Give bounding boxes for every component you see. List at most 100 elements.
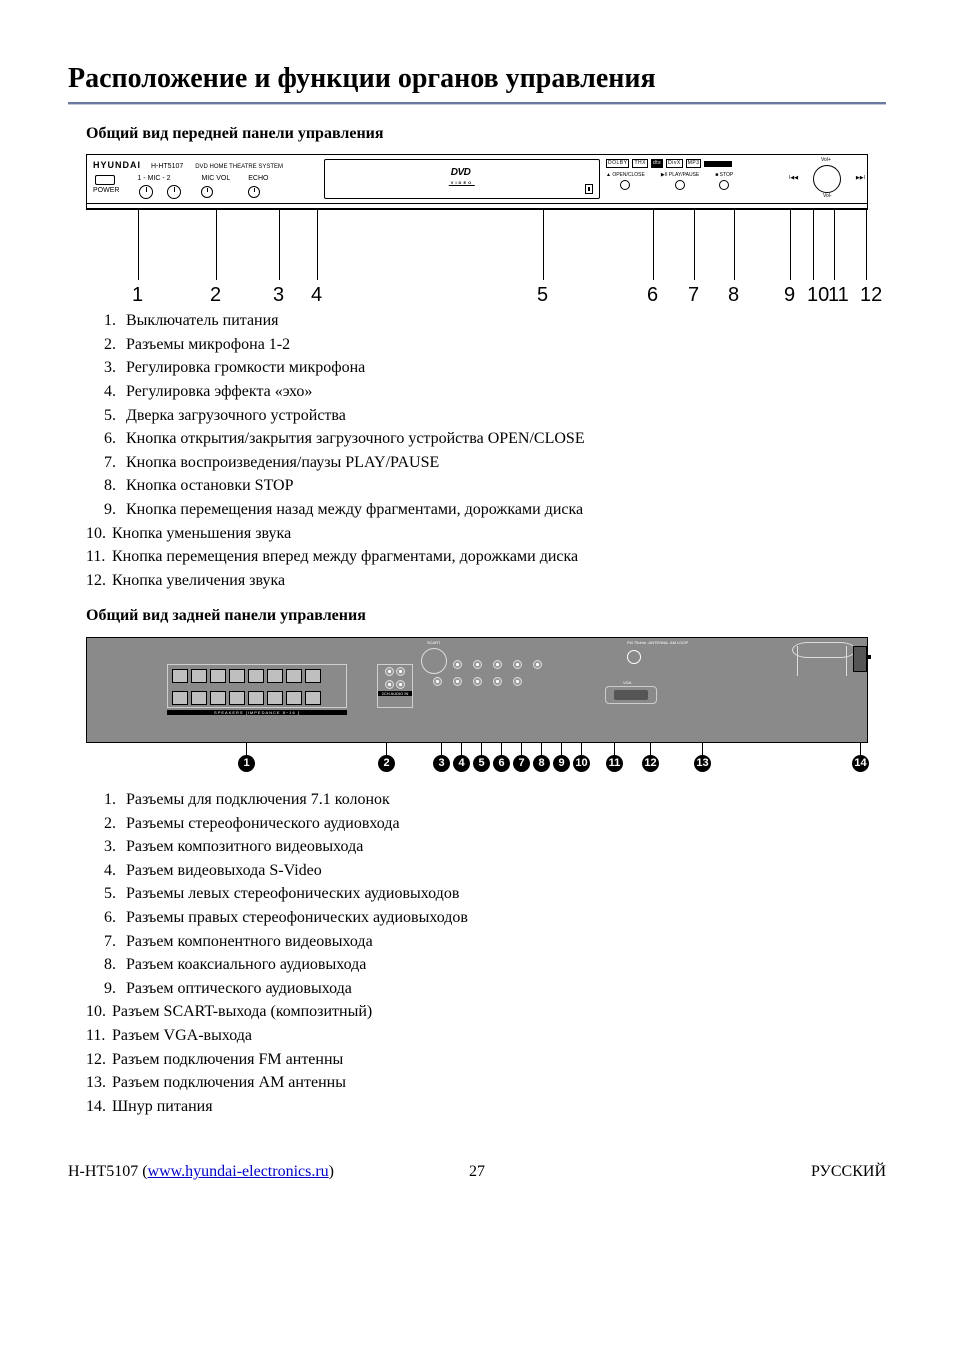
badge: DOLBY — [606, 159, 629, 168]
callout-leader — [543, 210, 544, 280]
mic-jacks: 1 - MIC - 2 — [137, 174, 183, 199]
list-item: Кнопка перемещения назад между фрагмента… — [104, 499, 886, 521]
callout-leader — [702, 743, 703, 755]
callout-leader — [216, 210, 217, 280]
callout-leader — [790, 210, 791, 280]
list-item: Кнопка перемещения вперед между фрагмент… — [86, 546, 886, 568]
model-label: H-HT5107 — [151, 162, 183, 171]
rear-heading: Общий вид задней панели управления — [86, 605, 886, 627]
callout-leader — [461, 743, 462, 755]
callout-leader — [317, 210, 318, 280]
list-item: Шнур питания — [86, 1096, 886, 1118]
list-item: Разъем VGA-выхода — [86, 1025, 886, 1047]
callout-leader — [581, 743, 582, 755]
badge — [704, 161, 732, 167]
callout-number: 4 — [453, 755, 470, 772]
next-icon: ▶▶I — [856, 175, 865, 182]
footer-lang: РУССКИЙ — [811, 1161, 886, 1183]
callout-leader — [650, 743, 651, 755]
callout-number: 14 — [852, 755, 869, 772]
callout-leader — [521, 743, 522, 755]
list-item: Разъем подключения FM антенны — [86, 1049, 886, 1071]
callout-leader — [246, 743, 247, 755]
fm-connector-icon — [627, 650, 641, 664]
front-panel-list: Выключатель питанияРазъемы микрофона 1-2… — [104, 310, 886, 591]
footer-link[interactable]: www.hyundai-electronics.ru — [148, 1163, 329, 1180]
play-pause-button-icon: ▶II PLAY/PAUSE — [661, 172, 699, 190]
callout-number: 2 — [378, 755, 395, 772]
mic-vol-knob: MIC VOL — [201, 174, 230, 198]
callout-number: 12 — [642, 755, 659, 772]
dvd-logo-sub: VIDEO — [451, 180, 473, 185]
callout-number: 1 — [238, 755, 255, 772]
list-item: Разъем композитного видеовыхода — [104, 836, 886, 858]
callout-number: 13 — [694, 755, 711, 772]
list-item: Регулировка эффекта «эхо» — [104, 381, 886, 403]
audio-in-label: 2CH AUDIO IN — [378, 691, 412, 696]
callout-number: 1 — [132, 282, 143, 309]
power-label: POWER — [93, 186, 119, 195]
vga-label: VGA — [623, 680, 631, 685]
callout-leader — [481, 743, 482, 755]
callout-number: 9 — [784, 282, 795, 309]
callout-leader — [866, 210, 867, 280]
speakers-impedance-label: SPEAKERS [IMPEDANCE 8~16 ] — [167, 710, 347, 715]
list-item: Кнопка остановки STOP — [104, 475, 886, 497]
scart-label: SCART — [427, 640, 440, 645]
callout-leader — [386, 743, 387, 755]
vga-connector-icon — [605, 686, 657, 704]
list-item: Разъем коаксиального аудиовыхода — [104, 954, 886, 976]
callout-leader — [501, 743, 502, 755]
prev-icon: I◀◀ — [789, 175, 798, 182]
front-callouts: 123456789101112 — [86, 210, 868, 302]
list-item: Регулировка громкости микрофона — [104, 357, 886, 379]
rear-panel-list: Разъемы для подключения 7.1 колонокРазъе… — [104, 789, 886, 1117]
badge: THX — [632, 159, 648, 168]
list-item: Разъемы микрофона 1-2 — [104, 334, 886, 356]
rear-callouts: 1234567891011121314 — [86, 743, 868, 779]
echo-label: ECHO — [248, 174, 268, 183]
callout-leader — [138, 210, 139, 280]
footer-model: H-HT5107 — [68, 1163, 138, 1180]
echo-knob: ECHO — [248, 174, 268, 198]
callout-number: 5 — [537, 282, 548, 309]
callout-number: 5 — [473, 755, 490, 772]
callout-leader — [279, 210, 280, 280]
stop-button-icon: ■ STOP — [715, 172, 733, 190]
callout-number: 6 — [647, 282, 658, 309]
callout-leader — [813, 210, 814, 280]
front-left-cluster: HYUNDAI H-HT5107 DVD HOME THEATRE SYSTEM… — [93, 159, 318, 199]
list-item: Дверка загрузочного устройства — [104, 405, 886, 427]
front-panel-figure: HYUNDAI H-HT5107 DVD HOME THEATRE SYSTEM… — [86, 154, 868, 302]
model-desc: DVD HOME THEATRE SYSTEM — [195, 163, 283, 171]
mic-label: 1 - MIC - 2 — [137, 174, 183, 183]
list-item: Кнопка открытия/закрытия загрузочного ус… — [104, 428, 886, 450]
rear-panel-figure: SCART FM 75ohm -ANTENNA- AM LOOP SPEAKER… — [86, 637, 868, 779]
list-item: Разъемы правых стереофонических аудиовых… — [104, 907, 886, 929]
callout-number: 8 — [728, 282, 739, 309]
callout-number: 3 — [273, 282, 284, 309]
list-item: Кнопка уменьшения звука — [86, 523, 886, 545]
badge: DivX — [666, 159, 683, 168]
callout-leader — [441, 743, 442, 755]
speaker-terminals — [167, 664, 347, 708]
list-item: Разъем видеовыхода S-Video — [104, 860, 886, 882]
page-title: Расположение и функции органов управлени… — [68, 60, 886, 98]
power-cord-icon — [853, 646, 867, 672]
disc-tray: DVD VIDEO — [324, 159, 600, 199]
callout-number: 11 — [828, 282, 849, 309]
vol-plus-label: Vol+ — [821, 157, 831, 164]
open-close-button-icon: ▲ OPEN/CLOSE — [606, 172, 645, 190]
callout-leader — [541, 743, 542, 755]
callout-leader — [834, 210, 835, 280]
list-item: Разъем оптического аудиовыхода — [104, 978, 886, 1000]
callout-number: 4 — [311, 282, 322, 309]
callout-number: 8 — [533, 755, 550, 772]
antenna-label: FM 75ohm -ANTENNA- AM LOOP — [627, 640, 688, 645]
dvd-logo: DVD VIDEO — [449, 166, 475, 186]
footer-left: H-HT5107 (www.hyundai-electronics.ru) — [68, 1161, 334, 1183]
list-item: Разъем компонентного видеовыхода — [104, 931, 886, 953]
footer-page: 27 — [469, 1161, 485, 1183]
rear-rca-grid — [432, 658, 550, 691]
list-item: Кнопка воспроизведения/паузы PLAY/PAUSE — [104, 452, 886, 474]
